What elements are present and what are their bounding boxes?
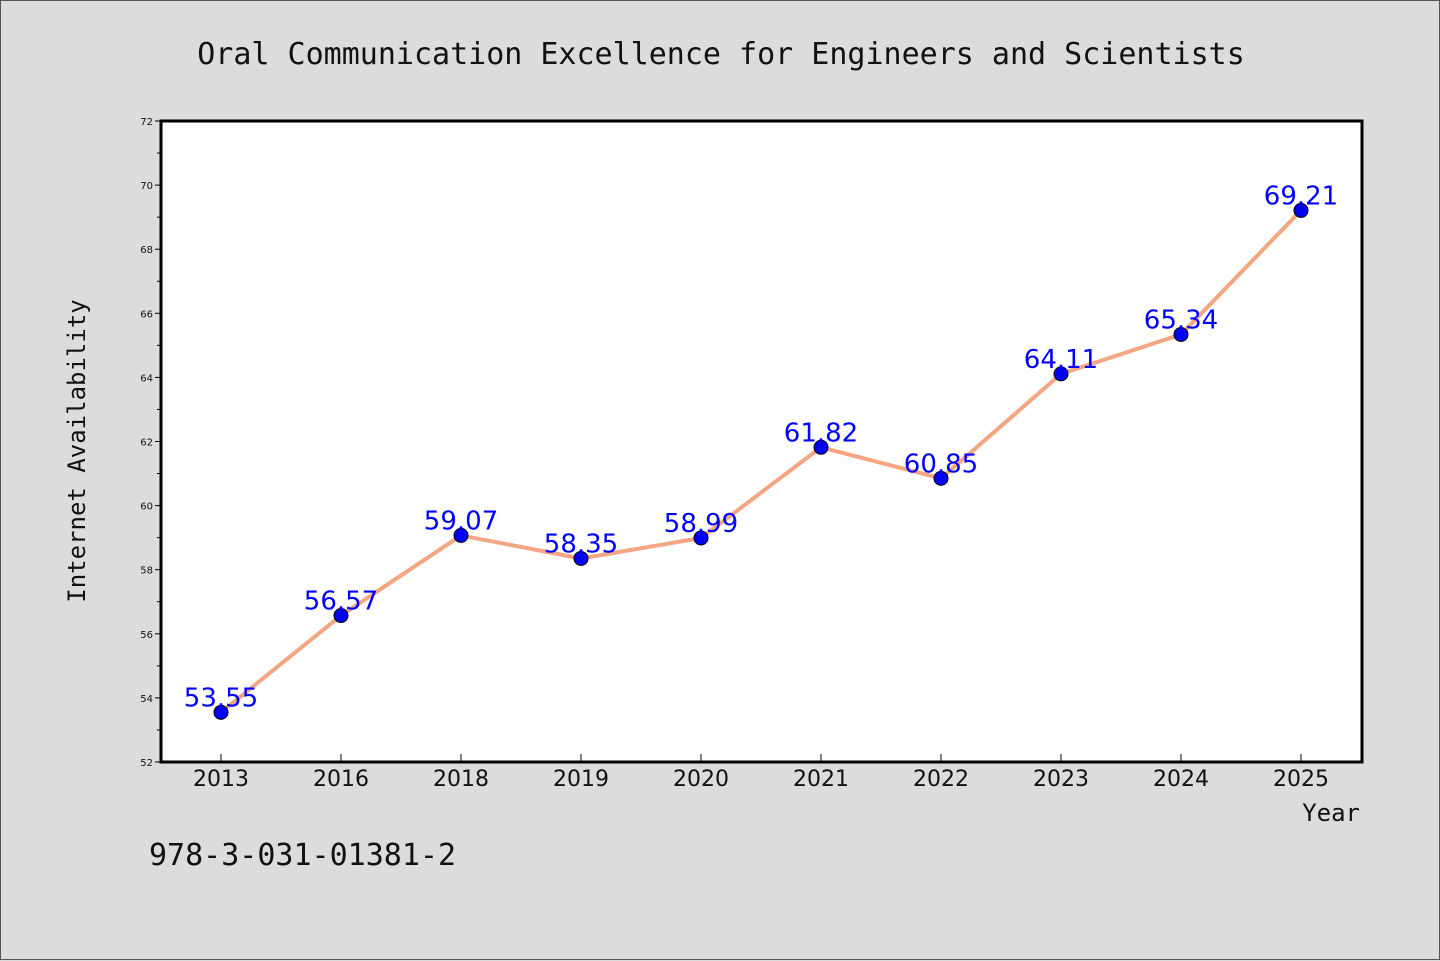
data-point: [1053, 366, 1069, 382]
y-axis: 52 54 56 58 60 62 64 66 68 70 72: [140, 117, 161, 769]
y-tick-label: 70: [140, 181, 153, 192]
y-tick-label: 54: [140, 694, 153, 705]
y-tick-label: 68: [140, 245, 153, 256]
y-tick-label: 60: [140, 502, 153, 513]
data-point: [813, 439, 829, 455]
chart-title: Oral Communication Excellence for Engine…: [197, 37, 1245, 72]
x-tick-label: 2021: [793, 767, 849, 792]
plot-area: [161, 121, 1362, 762]
data-label: 53.55: [184, 683, 258, 713]
data-point: [453, 527, 469, 543]
y-axis-label: Internet Availability: [63, 299, 91, 602]
data-point: [573, 550, 589, 566]
data-point: [333, 608, 349, 624]
data-point: [1293, 202, 1309, 218]
x-tick-label: 2020: [673, 767, 729, 792]
data-label: 64.11: [1024, 345, 1098, 375]
y-tick-label: 56: [140, 630, 153, 641]
data-label: 56.57: [304, 587, 378, 617]
markers-group: [213, 202, 1309, 720]
data-label: 59.07: [424, 506, 498, 536]
x-tick-label: 2023: [1033, 767, 1089, 792]
x-tick-label: 2022: [913, 767, 969, 792]
x-tick-label: 2024: [1153, 767, 1209, 792]
data-point: [213, 704, 229, 720]
data-label: 58.99: [664, 509, 738, 539]
x-tick-label: 2025: [1273, 767, 1329, 792]
x-tick-label: 2013: [193, 767, 249, 792]
series-line-group: [219, 209, 1303, 714]
data-label: 61.82: [784, 418, 858, 448]
series-line: [219, 209, 1303, 714]
y-tick-label: 62: [140, 438, 153, 449]
y-tick-label: 52: [140, 758, 153, 769]
data-label: 69.21: [1264, 181, 1338, 211]
data-point: [1173, 326, 1189, 342]
data-point: [933, 470, 949, 486]
isbn-annotation: 978-3-031-01381-2: [149, 838, 456, 873]
data-label: 58.35: [544, 529, 618, 559]
data-label: 60.85: [904, 449, 978, 479]
data-labels-group: 53.55 56.57 59.07 58.35 58.99 61.82 60.85 64.11…: [184, 181, 1338, 713]
plot-border: [159, 119, 1364, 764]
y-tick-label: 72: [140, 117, 153, 128]
x-tick-label: 2016: [313, 767, 369, 792]
x-tick-label: 2018: [433, 767, 489, 792]
x-axis-label: Year: [1302, 799, 1360, 827]
y-tick-label: 58: [140, 566, 153, 577]
x-tick-label: 2019: [553, 767, 609, 792]
data-point: [693, 530, 709, 546]
x-axis: 2013 2016 2018 2019 2020 2021 2022 2023 2024 2025: [193, 754, 1329, 792]
y-tick-label: 64: [140, 373, 153, 384]
data-label: 65.34: [1144, 305, 1218, 335]
y-tick-label: 66: [140, 309, 153, 320]
